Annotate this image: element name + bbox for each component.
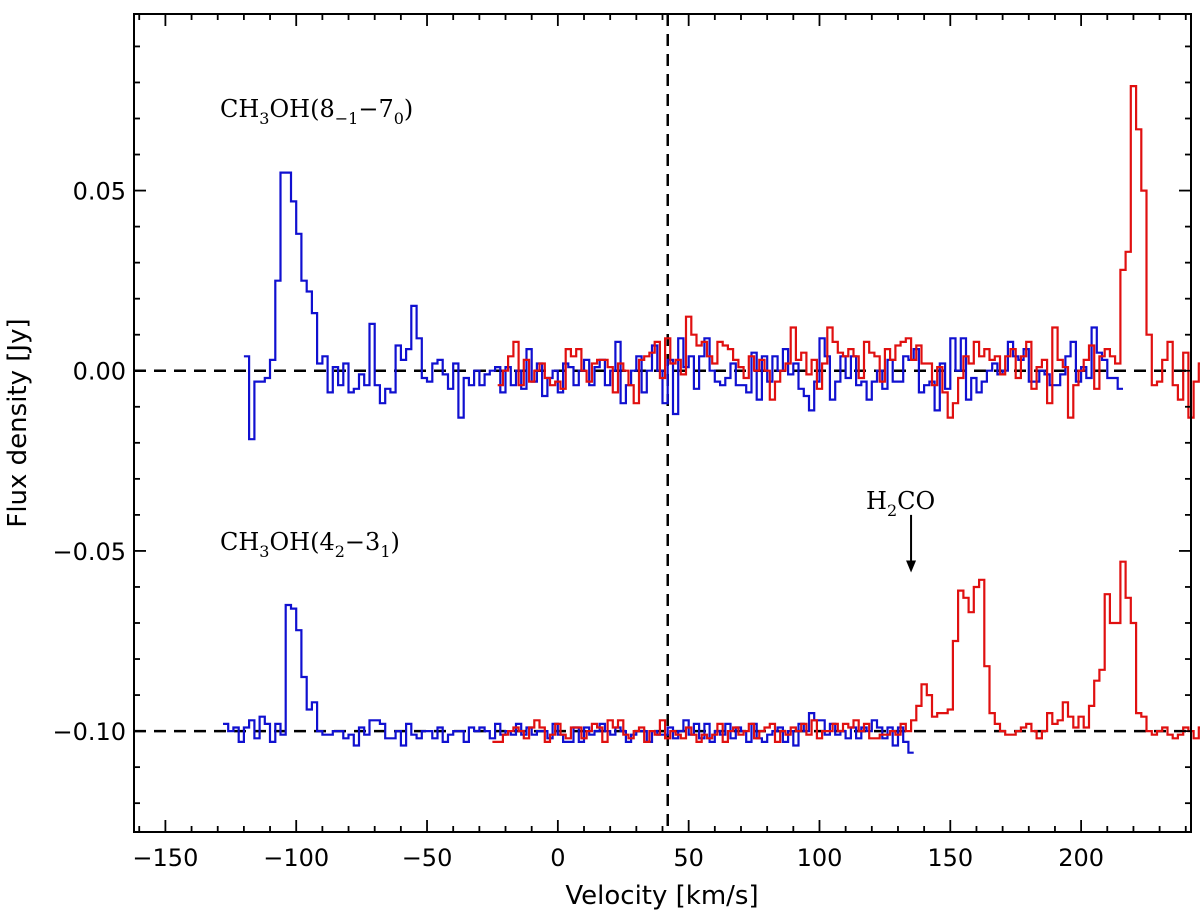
series-line-1	[243, 171, 1123, 441]
reference-lines	[134, 14, 1191, 832]
y-tick-label: −0.05	[52, 538, 126, 566]
h2co-label-tail: CO	[897, 487, 935, 515]
x-axis-label: Velocity [km/s]	[565, 881, 758, 911]
upper-label-mid2: −7	[358, 95, 393, 123]
x-tick-label: −50	[402, 844, 453, 872]
x-tick-label: 150	[927, 844, 973, 872]
series-line-3	[223, 603, 914, 754]
x-tick-label: 100	[797, 844, 843, 872]
lower-label-mid2: −3	[345, 528, 380, 556]
y-tick-label: 0.05	[73, 178, 126, 206]
lower-label-main: CH	[220, 528, 259, 556]
y-tick-label: −0.10	[52, 718, 126, 746]
series-layer	[223, 85, 1200, 754]
x-tick-label: −150	[132, 844, 198, 872]
plot-frame	[133, 13, 1192, 833]
upper-label-sub1: 3	[259, 109, 269, 128]
series-line-2	[497, 85, 1200, 419]
lower-label-sub3: 1	[380, 542, 390, 561]
upper-transition-label: CH3OH(8−1−70)	[220, 95, 413, 128]
lower-label-tail: )	[391, 528, 400, 556]
h2co-label: H2CO	[866, 487, 935, 520]
ticks-layer	[134, 14, 1191, 832]
lower-transition-label: CH3OH(42−31)	[220, 528, 400, 561]
upper-label-sub3: 0	[394, 109, 404, 128]
h2co-arrow-head	[906, 560, 917, 573]
x-tick-label: 0	[550, 844, 565, 872]
lower-label-sub1: 3	[259, 542, 269, 561]
lower-label-sub2: 2	[335, 542, 345, 561]
h2co-label-main: H	[866, 487, 887, 515]
upper-label-mid: OH(8	[269, 95, 334, 123]
x-tick-label: −100	[263, 844, 329, 872]
x-tick-label: 200	[1058, 844, 1104, 872]
lower-label-mid: OH(4	[269, 528, 334, 556]
h2co-label-sub: 2	[887, 501, 897, 520]
y-axis-label: Flux density [Jy]	[3, 318, 33, 527]
y-tick-label: 0.00	[73, 358, 126, 386]
series-line-4	[492, 560, 1200, 743]
x-tick-label: 50	[673, 844, 704, 872]
tick-labels: −150 −100 −50 0 50 100 150 200 0.05 0.00 −0.05 −0.1…	[52, 178, 1104, 872]
upper-label-sub2: −1	[335, 109, 359, 128]
upper-label-tail: )	[404, 95, 413, 123]
upper-label-main: CH	[220, 95, 259, 123]
